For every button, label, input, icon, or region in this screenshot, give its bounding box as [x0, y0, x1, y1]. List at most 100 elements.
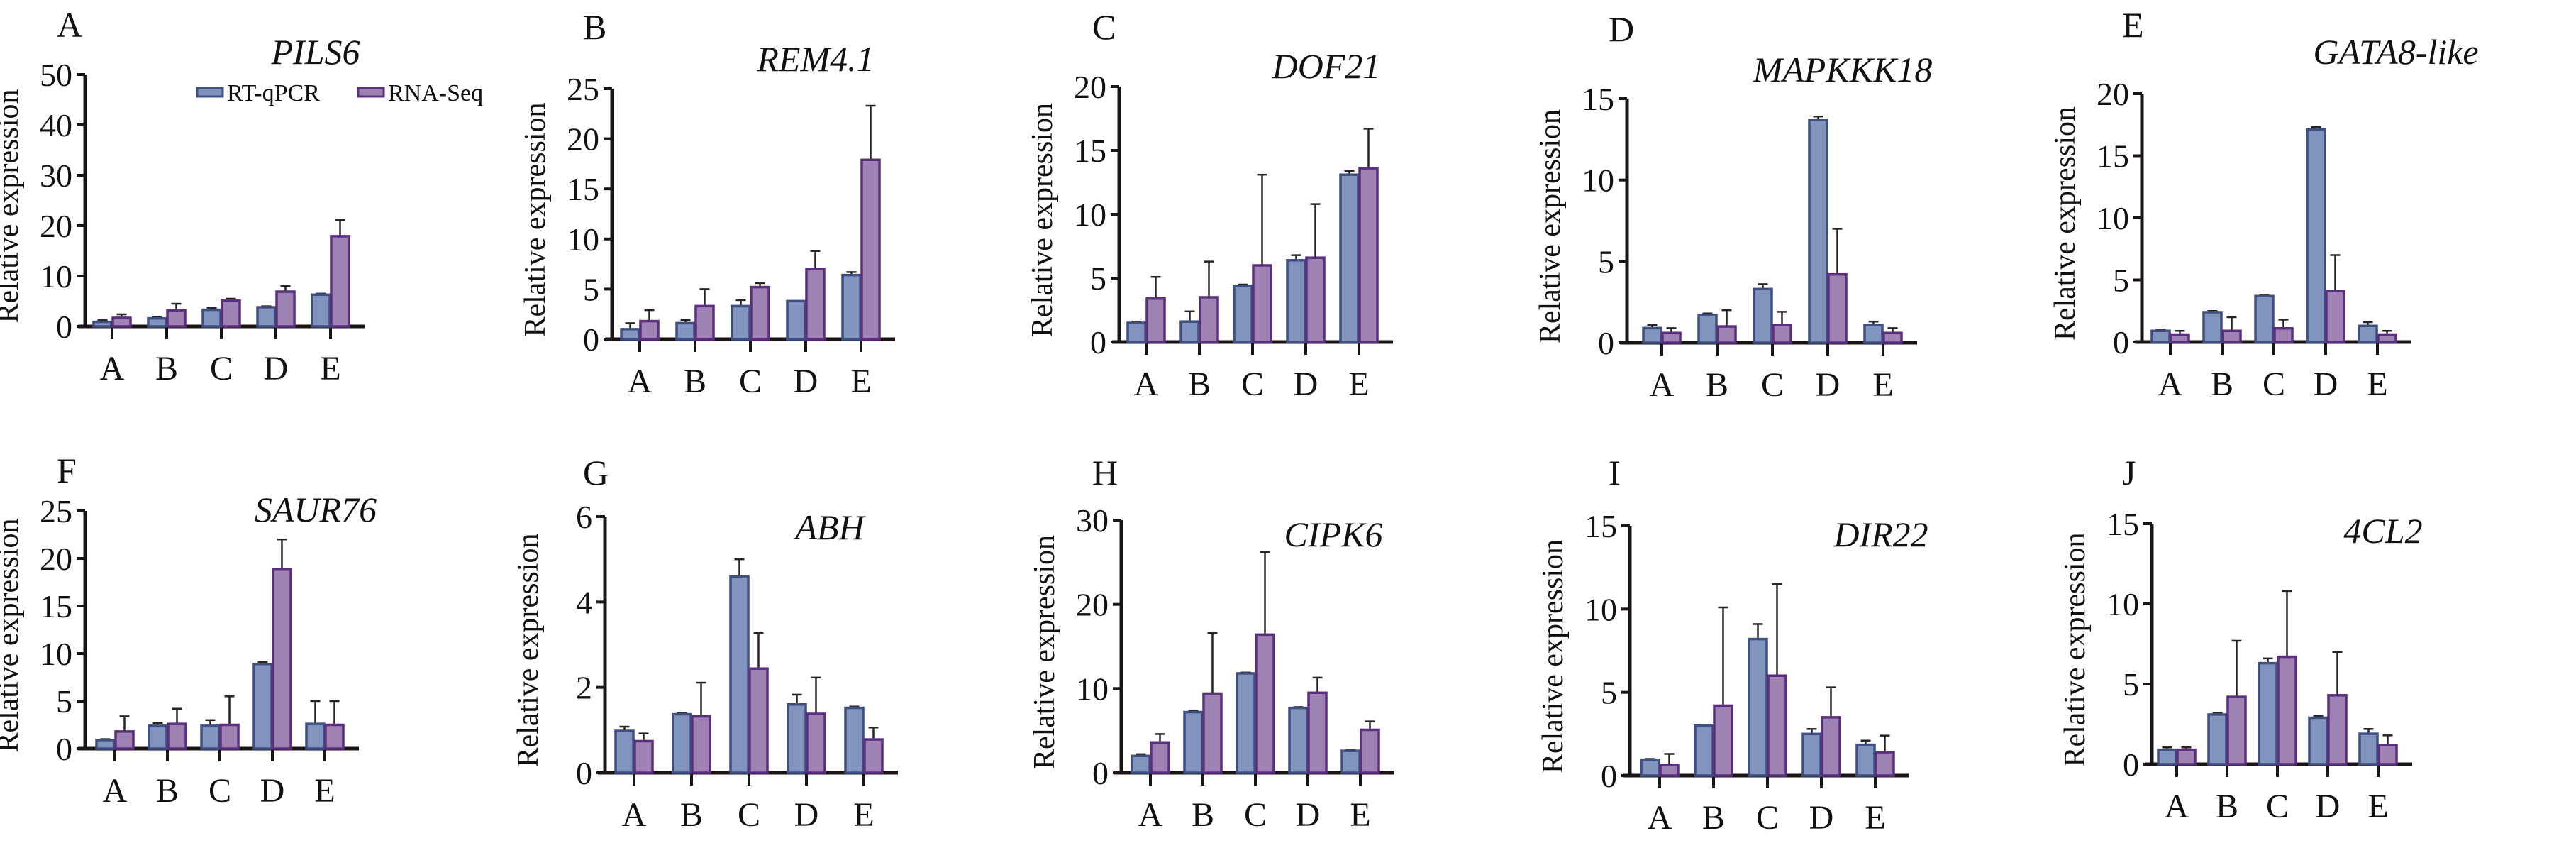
bar-rt-qpcr	[1179, 320, 1200, 343]
x-tick-label: A	[103, 772, 128, 810]
y-axis-label: Relative expression	[512, 533, 545, 767]
gene-title: 4CL2	[2343, 511, 2422, 551]
y-tick-label: 5	[1090, 260, 1106, 297]
bar-rt-qpcr	[311, 293, 331, 328]
y-tick-label: 20	[40, 541, 72, 577]
y-tick-label: 15	[2106, 506, 2139, 542]
y-tick-label: 10	[1076, 671, 1109, 707]
x-tick-label: E	[1865, 799, 1885, 837]
panel-letter: B	[583, 7, 606, 47]
y-tick-label: 0	[1598, 325, 1614, 361]
bar-rna-seq	[1150, 741, 1170, 774]
y-tick-label: 30	[1076, 502, 1109, 539]
bar-rna-seq	[2377, 333, 2397, 343]
x-tick-label: C	[739, 363, 762, 400]
legend-label: RNA-Seq	[388, 80, 483, 106]
x-tick-label: E	[320, 350, 340, 387]
panel-letter: J	[2122, 453, 2136, 492]
x-tick-label: C	[738, 796, 760, 834]
bar-rt-qpcr	[731, 304, 751, 341]
gene-title: GATA8-like	[2313, 32, 2478, 72]
gene-title: REM4.1	[756, 39, 874, 79]
bar-rna-seq	[691, 715, 711, 774]
y-tick-label: 25	[567, 71, 599, 107]
x-tick-label: B	[156, 772, 179, 810]
y-axis-label: Relative expression	[0, 89, 25, 323]
bar-rna-seq	[324, 723, 345, 750]
bar-rna-seq	[1821, 716, 1841, 777]
panel-g: G ABH Relative expression 0 2 4 6 A B C D E	[512, 453, 898, 834]
bar-rt-qpcr	[2207, 713, 2228, 766]
bar-rna-seq	[1713, 704, 1733, 777]
x-tick-label: B	[1706, 366, 1728, 404]
x-tick-label: E	[850, 363, 871, 400]
bar-rna-seq	[2221, 329, 2242, 343]
bar-rt-qpcr	[201, 308, 222, 328]
bar-rt-qpcr	[1640, 758, 1660, 777]
y-tick-label: 0	[2123, 746, 2139, 783]
bar-rt-qpcr	[256, 306, 277, 328]
y-axis-label: Relative expression	[0, 518, 25, 752]
x-tick-label: C	[1761, 366, 1784, 404]
x-tick-label: E	[1872, 366, 1893, 404]
x-tick-label: A	[1648, 799, 1672, 837]
y-tick-label: 6	[576, 499, 592, 535]
bar-rt-qpcr	[2358, 732, 2379, 766]
bar-rt-qpcr	[252, 662, 273, 750]
x-tick-label: A	[1134, 365, 1159, 403]
bar-rt-qpcr	[1131, 754, 1151, 774]
bar-rt-qpcr	[2358, 324, 2378, 343]
bar-rt-qpcr	[2202, 311, 2223, 343]
bar-rna-seq	[330, 235, 350, 328]
x-tick-label: B	[2216, 788, 2238, 825]
panel-letter: H	[1092, 453, 1118, 492]
x-tick-label: D	[2314, 365, 2338, 403]
y-tick-label: 20	[2097, 76, 2129, 112]
bar-rna-seq	[1767, 674, 1787, 777]
panel-e: E GATA8-like Relative expression 0 5 10 15 20 A B…	[2049, 5, 2479, 403]
y-tick-label: 15	[40, 588, 72, 624]
y-axis-label: Relative expression	[2049, 106, 2082, 341]
legend-label: RT-qPCR	[227, 80, 320, 106]
panel-letter: I	[1609, 453, 1621, 492]
gene-title: DOF21	[1272, 46, 1381, 86]
bar-rt-qpcr	[1855, 743, 1876, 777]
y-tick-label: 15	[1582, 81, 1614, 117]
y-tick-label: 4	[576, 584, 592, 620]
y-tick-label: 10	[40, 258, 72, 294]
y-axis-label: Relative expression	[1026, 103, 1059, 337]
bar-rt-qpcr	[614, 729, 635, 774]
bar-rt-qpcr	[1286, 259, 1306, 343]
bar-rt-qpcr	[2150, 329, 2171, 343]
bar-rt-qpcr	[620, 328, 640, 341]
x-tick-label: A	[2158, 365, 2183, 403]
bar-rna-seq	[806, 712, 826, 774]
panel-h: H CIPK6 Relative expression 0 10 20 30 A B C D E	[1028, 453, 1394, 834]
x-tick-label: B	[680, 796, 703, 834]
bar-rna-seq	[2170, 333, 2190, 343]
gene-title: PILS6	[271, 32, 360, 72]
bar-rna-seq	[1358, 167, 1379, 343]
gene-title: ABH	[793, 507, 866, 547]
y-axis-label: Relative expression	[519, 102, 552, 336]
y-tick-label: 15	[1584, 508, 1617, 544]
legend-swatch-rt-qpcr	[196, 87, 224, 98]
bar-rna-seq	[272, 567, 292, 750]
y-tick-label: 15	[1074, 133, 1106, 169]
x-tick-label: B	[684, 363, 706, 400]
bar-rt-qpcr	[2308, 716, 2328, 766]
bar-rna-seq	[166, 309, 187, 328]
bar-rt-qpcr	[2306, 128, 2326, 343]
x-tick-label: E	[314, 772, 335, 810]
bar-rt-qpcr	[1288, 706, 1309, 774]
bar-rna-seq	[860, 158, 881, 341]
bar-rt-qpcr	[95, 739, 116, 750]
y-tick-label: 10	[1074, 197, 1106, 233]
y-tick-label: 10	[1582, 162, 1614, 199]
y-axis-label: Relative expression	[1534, 109, 1567, 343]
bar-rt-qpcr	[844, 706, 865, 774]
bar-rna-seq	[1772, 324, 1792, 344]
bar-rna-seq	[1307, 691, 1328, 774]
bar-rna-seq	[1252, 264, 1272, 343]
